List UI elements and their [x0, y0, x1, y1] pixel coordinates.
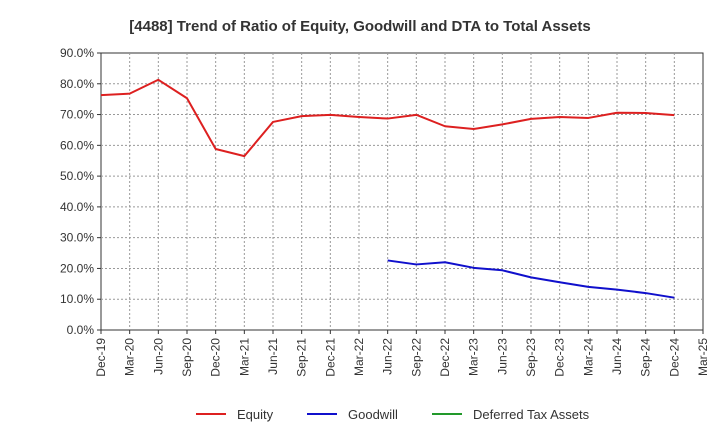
- x-tick-label: Mar-23: [467, 338, 481, 376]
- x-tick-label: Dec-21: [323, 338, 337, 377]
- x-tick-label: Dec-19: [94, 338, 108, 377]
- y-tick-label: 20.0%: [60, 261, 94, 275]
- x-tick-label: Dec-24: [667, 338, 681, 377]
- x-tick-label: Mar-22: [352, 338, 366, 376]
- y-tick-label: 80.0%: [60, 77, 94, 91]
- x-tick-label: Jun-22: [381, 338, 395, 375]
- x-tick-label: Jun-20: [151, 338, 165, 375]
- x-tick-label: Sep-21: [295, 338, 309, 377]
- x-tick-label: Mar-20: [123, 338, 137, 376]
- x-tick-label: Dec-23: [553, 338, 567, 377]
- y-tick-label: 50.0%: [60, 169, 94, 183]
- x-tick-label: Mar-21: [237, 338, 251, 376]
- plot-area-border: [100, 52, 704, 331]
- x-tick-label: Sep-22: [409, 338, 423, 377]
- series-line-equity: [100, 78, 675, 158]
- series-line-goodwill: [387, 259, 675, 299]
- x-tick-label: Jun-23: [495, 338, 509, 375]
- x-tick-label: Dec-20: [209, 338, 223, 377]
- x-tick-label: Dec-22: [438, 338, 452, 377]
- y-tick-label: 0.0%: [67, 323, 95, 337]
- y-tick-label: 90.0%: [60, 46, 94, 60]
- legend: Equity Goodwill Deferred Tax Assets: [196, 407, 590, 422]
- x-tick-label: Jun-21: [266, 338, 280, 375]
- y-tick-label: 30.0%: [60, 231, 94, 245]
- x-tick-label: Sep-20: [180, 338, 194, 377]
- axes: 0.0% 10.0% 20.0% 30.0% 40.0% 50.0% 60.0% 70.0% 8…: [60, 46, 710, 377]
- x-tick-label: Sep-23: [524, 338, 538, 377]
- grid: [100, 52, 704, 331]
- y-tick-label: 10.0%: [60, 292, 94, 306]
- x-tick-label: Mar-25: [696, 338, 710, 376]
- legend-label-goodwill: Goodwill: [348, 407, 398, 422]
- y-tick-label: 60.0%: [60, 138, 94, 152]
- legend-label-deferred-tax-assets: Deferred Tax Assets: [473, 407, 590, 422]
- chart-title: [4488] Trend of Ratio of Equity, Goodwil…: [129, 18, 590, 35]
- x-tick-label: Sep-24: [639, 338, 653, 377]
- y-tick-label: 70.0%: [60, 108, 94, 122]
- legend-label-equity: Equity: [237, 407, 274, 422]
- y-tick-label: 40.0%: [60, 200, 94, 214]
- x-tick-label: Mar-24: [581, 338, 595, 376]
- x-tick-label: Jun-24: [610, 338, 624, 375]
- series-lines: [100, 78, 675, 299]
